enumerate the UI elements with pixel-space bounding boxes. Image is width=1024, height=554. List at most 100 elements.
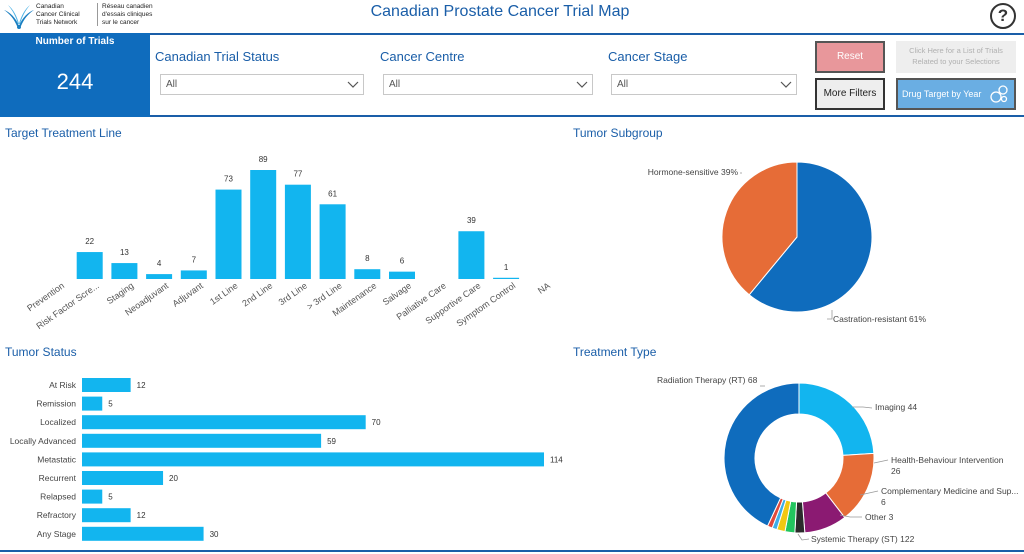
data-label: 77	[293, 170, 302, 179]
reset-button[interactable]: Reset	[815, 41, 885, 73]
chevron-down-icon	[347, 81, 359, 88]
x-tick-label: 1st Line	[208, 280, 240, 306]
x-tick-label: Risk Factor Scre...	[34, 280, 100, 331]
slice-label: Complementary Medicine and Sup...	[881, 486, 1019, 496]
bar[interactable]	[76, 252, 103, 279]
y-tick-label: Remission	[36, 399, 76, 409]
slice-label: Health-Behaviour Intervention	[891, 455, 1004, 465]
pie-slice[interactable]	[748, 161, 873, 313]
bar[interactable]	[82, 471, 164, 485]
logo-line: Canadian	[36, 3, 64, 10]
pie-slice[interactable]	[723, 382, 800, 527]
ccctn-logo-icon	[4, 5, 34, 29]
logo-line: d'essais cliniques	[102, 10, 153, 18]
bar[interactable]	[82, 378, 131, 392]
treatment-type-chart: Radiation Therapy (RT) 68 Imaging 44 Healt…	[657, 375, 1019, 544]
data-label: 89	[259, 155, 268, 164]
bar[interactable]	[82, 489, 103, 504]
bar[interactable]	[82, 526, 204, 541]
drug-target-button[interactable]: Drug Target by Year	[896, 78, 1016, 110]
slice-label: Other 3	[865, 512, 894, 522]
bar[interactable]	[354, 269, 381, 279]
slice-label: Systemic Therapy (ST) 122	[811, 534, 915, 544]
x-tick-label: NA	[536, 280, 552, 295]
bar[interactable]	[284, 184, 311, 279]
bar[interactable]	[215, 189, 242, 279]
bar[interactable]	[82, 415, 366, 430]
x-tick-label: Adjuvant	[171, 280, 206, 309]
data-label: 70	[372, 418, 381, 427]
leader-line	[827, 310, 833, 320]
data-label: 20	[169, 474, 178, 483]
cancer-centre-dropdown[interactable]: All	[383, 74, 593, 95]
data-label: 12	[137, 381, 146, 390]
bar[interactable]	[319, 204, 346, 279]
bar[interactable]	[82, 452, 544, 467]
kpi-value: 244	[56, 69, 94, 94]
bar[interactable]	[458, 231, 485, 279]
bar[interactable]	[82, 433, 322, 448]
data-label: 39	[467, 216, 476, 225]
data-label: 5	[108, 493, 113, 502]
y-tick-label: Any Stage	[37, 529, 76, 539]
x-tick-label: Symptom Control	[455, 280, 518, 328]
leader-line	[852, 406, 873, 409]
bar[interactable]	[82, 396, 103, 411]
treatment-line-title: Target Treatment Line	[5, 126, 122, 140]
treatment-type-title: Treatment Type	[573, 345, 657, 359]
bubbles-icon	[990, 85, 1008, 103]
cancer-centre-label: Cancer Centre	[380, 49, 465, 64]
slice-value: 6	[881, 497, 886, 507]
tumor-subgroup-chart: Castration-resistant 61% Hormone-sensitiv…	[648, 161, 927, 324]
drug-target-label: Drug Target by Year	[902, 89, 982, 99]
y-tick-label: At Risk	[49, 380, 77, 390]
leader-line	[839, 514, 862, 518]
bar[interactable]	[493, 277, 520, 279]
cancer-stage-value: All	[617, 79, 629, 90]
data-label: 7	[192, 255, 197, 264]
bar[interactable]	[146, 274, 173, 279]
tumor-status-chart: At Risk 12 Remission 5 Localized 70 Locally Ad…	[10, 378, 563, 541]
bar[interactable]	[82, 508, 131, 523]
page-title: Canadian Prostate Cancer Trial Map	[370, 3, 630, 20]
bar[interactable]	[250, 170, 277, 279]
x-tick-label: Staging	[105, 280, 136, 306]
data-label: 59	[327, 437, 336, 446]
y-tick-label: Metastatic	[37, 454, 76, 464]
bar[interactable]	[389, 271, 415, 279]
data-label: 61	[328, 189, 337, 198]
y-tick-label: Localized	[40, 417, 76, 427]
kpi-card: Number of Trials 244	[0, 33, 150, 117]
leader-line	[859, 490, 879, 496]
help-icon[interactable]: ?	[990, 3, 1016, 29]
tumor-status-title: Tumor Status	[5, 345, 77, 359]
ccctn-logo: Canadian Cancer Clinical Trials Network …	[4, 2, 164, 30]
data-label: 6	[400, 257, 405, 266]
more-filters-button[interactable]: More Filters	[815, 78, 885, 110]
cancer-stage-label: Cancer Stage	[608, 49, 688, 64]
pie-slice[interactable]	[798, 382, 875, 456]
y-tick-label: Locally Advanced	[10, 436, 76, 446]
y-tick-label: Recurrent	[39, 473, 77, 483]
trial-status-dropdown[interactable]: All	[160, 74, 364, 95]
cancer-stage-dropdown[interactable]: All	[611, 74, 797, 95]
y-tick-label: Relapsed	[40, 492, 76, 502]
pie-slice[interactable]	[721, 161, 798, 296]
data-label: 73	[224, 175, 233, 184]
trial-status-value: All	[166, 79, 178, 90]
logo-text-fr: Réseau canadien d'essais cliniques sur l…	[97, 3, 153, 27]
slice-value: 26	[891, 466, 901, 476]
logo-line: sur le cancer	[102, 18, 140, 26]
header: Canadian Cancer Clinical Trials Network …	[0, 0, 1024, 33]
data-label: 22	[85, 237, 94, 246]
data-label: 30	[210, 530, 219, 539]
chevron-down-icon	[576, 81, 588, 88]
logo-text-en: Canadian Cancer Clinical Trials Network	[36, 3, 80, 26]
bar[interactable]	[180, 270, 207, 279]
data-label: 4	[157, 259, 162, 268]
data-label: 1	[504, 263, 509, 272]
bar[interactable]	[111, 263, 138, 279]
trial-list-button[interactable]: Click Here for a List of Trials Related …	[896, 41, 1016, 73]
kpi-label: Number of Trials	[35, 36, 115, 47]
